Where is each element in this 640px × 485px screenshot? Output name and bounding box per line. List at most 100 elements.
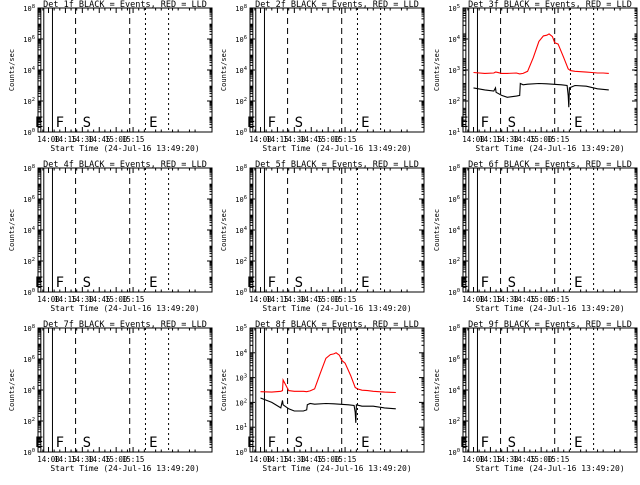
detector-panel-5: Det 5f BLACK = Events, RED = LLD Counts/s… [220, 160, 425, 313]
x-tick-label: 14:00 [462, 135, 485, 144]
plot-frame [37, 327, 213, 453]
plot-frame [249, 167, 425, 293]
x-tick-label: 14:00 [249, 455, 272, 464]
marker-label-e: E [361, 115, 369, 131]
marker-label-f: F [481, 275, 489, 291]
detector-panel-2: Det 2f BLACK = Events, RED = LLD Counts/s… [220, 0, 425, 153]
marker-label-s: S [295, 275, 303, 291]
marker-label-f: F [481, 435, 489, 451]
x-tick-label: 14:15 [479, 295, 502, 304]
y-tick-label: 108 [23, 4, 35, 13]
panel-title: Det 5f BLACK = Events, RED = LLD [255, 160, 419, 170]
x-tick-label: 14:15 [266, 455, 289, 464]
x-tick-label: 14:15 [479, 135, 502, 144]
y-tick-label: 108 [235, 164, 247, 173]
marker-label-e: E [149, 435, 157, 451]
x-tick-label: 15:00 [105, 295, 128, 304]
y-tick-label: 104 [23, 66, 35, 75]
marker-label-s: S [83, 435, 91, 451]
y-tick-label: 100 [448, 288, 460, 297]
panel-title: Det 7f BLACK = Events, RED = LLD [43, 320, 207, 330]
y-tick-label: 104 [23, 386, 35, 395]
series-line-black-events [473, 82, 609, 108]
x-tick-label: 14:45 [88, 455, 111, 464]
marker-label-e: E [149, 275, 157, 291]
y-tick-label: 108 [448, 164, 460, 173]
y-tick-label: 102 [235, 257, 247, 266]
y-tick-label: 102 [448, 97, 460, 106]
x-axis-label: Start Time (24-Jul-16 13:49:20) [262, 144, 411, 153]
y-tick-label: 106 [235, 195, 247, 204]
x-tick-label: 14:45 [513, 455, 536, 464]
y-tick-label: 106 [23, 195, 35, 204]
detector-panel-4: Det 4f BLACK = Events, RED = LLD Counts/s… [8, 160, 213, 313]
y-axis-label: Counts/sec [8, 49, 16, 91]
plot-frame [249, 327, 425, 453]
y-tick-label: 102 [448, 257, 460, 266]
x-tick-label: 15:15 [122, 455, 145, 464]
x-tick-label: 14:00 [462, 455, 485, 464]
y-tick-label: 104 [448, 35, 460, 44]
x-tick-label: 14:45 [88, 135, 111, 144]
marker-label-e: E [574, 435, 582, 451]
x-tick-label: 15:15 [547, 135, 570, 144]
y-axis-label: Counts/sec [8, 369, 16, 411]
x-tick-label: 14:15 [266, 295, 289, 304]
marker-label-s: S [295, 435, 303, 451]
series-line-black-events [260, 397, 396, 423]
marker-label-e: E [361, 435, 369, 451]
y-tick-label: 108 [448, 324, 460, 333]
y-tick-label: 106 [23, 355, 35, 364]
series-line-red-lld [473, 33, 609, 75]
y-tick-label: 103 [235, 374, 247, 383]
marker-label-f: F [56, 275, 64, 291]
y-axis-label: Counts/sec [433, 369, 441, 411]
detector-panel-8: Det 8f BLACK = Events, RED = LLD Counts/s… [220, 320, 425, 473]
y-tick-label: 102 [448, 417, 460, 426]
y-tick-label: 106 [448, 355, 460, 364]
y-tick-label: 101 [448, 128, 460, 137]
marker-label-f: F [56, 435, 64, 451]
panel-title: Det 4f BLACK = Events, RED = LLD [43, 160, 207, 170]
y-tick-label: 100 [235, 128, 247, 137]
plot-frame [37, 7, 213, 133]
marker-label-f: F [481, 115, 489, 131]
marker-label-e: E [574, 275, 582, 291]
x-tick-label: 15:00 [105, 135, 128, 144]
x-tick-label: 14:30 [283, 455, 306, 464]
y-tick-label: 103 [448, 66, 460, 75]
marker-label-s: S [508, 275, 516, 291]
marker-label-e: E [460, 115, 468, 131]
x-tick-label: 14:00 [462, 295, 485, 304]
x-tick-label: 15:15 [334, 295, 357, 304]
marker-label-e: E [35, 275, 43, 291]
y-axis-label: Counts/sec [433, 49, 441, 91]
y-tick-label: 100 [448, 448, 460, 457]
x-tick-label: 14:30 [71, 455, 94, 464]
x-tick-label: 14:30 [496, 295, 519, 304]
marker-label-e: E [35, 435, 43, 451]
panel-title: Det 6f BLACK = Events, RED = LLD [468, 160, 632, 170]
y-tick-label: 104 [235, 226, 247, 235]
y-tick-label: 102 [235, 398, 247, 407]
x-tick-label: 14:15 [54, 295, 77, 304]
y-axis-label: Counts/sec [8, 209, 16, 251]
y-tick-label: 104 [448, 226, 460, 235]
plot-frame [462, 167, 638, 293]
marker-label-f: F [268, 115, 276, 131]
x-tick-label: 14:00 [37, 135, 60, 144]
marker-label-f: F [268, 275, 276, 291]
panel-title: Det 9f BLACK = Events, RED = LLD [468, 320, 632, 330]
y-tick-label: 104 [23, 226, 35, 235]
y-axis-label: Counts/sec [220, 49, 228, 91]
x-axis-label: Start Time (24-Jul-16 13:49:20) [475, 304, 624, 313]
panel-title: Det 2f BLACK = Events, RED = LLD [255, 0, 419, 10]
x-tick-label: 14:30 [283, 135, 306, 144]
plot-frame [462, 327, 638, 453]
plot-frame [37, 167, 213, 293]
x-tick-label: 14:45 [300, 135, 323, 144]
marker-label-s: S [83, 275, 91, 291]
x-tick-label: 14:00 [37, 455, 60, 464]
